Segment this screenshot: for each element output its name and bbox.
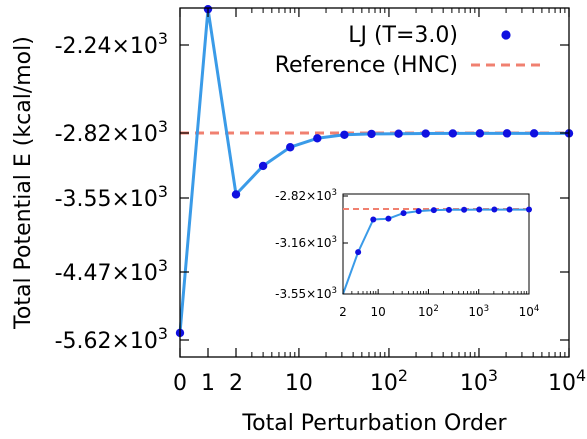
inset-data-point [476, 206, 483, 213]
inset-data-point [415, 208, 422, 215]
y-tick-label: -4.47×103 [55, 256, 168, 286]
data-point [502, 129, 512, 138]
y-tick-label: -5.62×103 [55, 324, 168, 354]
x-tick-label: 104 [548, 366, 586, 396]
inset-data-point [370, 216, 377, 223]
y-tick-label: -2.24×103 [55, 29, 168, 59]
inset-data-point [491, 206, 498, 213]
inset-data-point [400, 210, 407, 217]
inset-y-tick-label: -2.82×103 [275, 188, 337, 203]
y-tick-label: -3.55×103 [55, 182, 168, 212]
data-point [394, 129, 403, 138]
x-axis-title: Total Perturbation Order [241, 411, 507, 436]
inset-data-point [445, 206, 452, 213]
plot-frame [179, 7, 570, 358]
data-point [367, 129, 376, 139]
y-axis-title: Total Potential E (kcal/mol) [11, 36, 36, 330]
inset-plot: 2 10 102 103 104 -2.82×103 -3.16×103 -3.55×103 [275, 188, 539, 319]
data-point [313, 134, 322, 143]
inset-data-point [461, 206, 468, 213]
legend-label-lj: LJ (T=3.0) [348, 23, 458, 48]
x-tick-label: 0 [173, 371, 187, 396]
inset-x-tick-label: 102 [418, 304, 439, 319]
data-point [340, 130, 349, 139]
x-tick-label: 103 [460, 366, 498, 396]
data-point [258, 161, 268, 171]
data-point [231, 190, 241, 199]
data-point [475, 129, 485, 138]
inset-y-tick-label: -3.55×103 [275, 286, 337, 301]
data-point [529, 129, 539, 138]
x-tick-label: 10 [285, 371, 313, 396]
inset-x-tick-label: 10 [371, 305, 386, 319]
inset-data-point [355, 249, 362, 256]
inset-y-tick-label: -3.16×103 [275, 235, 337, 250]
data-point [448, 129, 458, 138]
legend-label-reference: Reference (HNC) [275, 53, 458, 78]
inset-x-tick-label: 2 [339, 305, 347, 319]
inset-data-point [526, 206, 532, 213]
x-tick-label: 1 [201, 371, 215, 396]
inset-data-point [385, 215, 392, 222]
x-tick-label: 2 [229, 371, 243, 396]
data-point [286, 143, 295, 152]
y-tick-label: -2.82×103 [55, 117, 168, 147]
data-point [421, 129, 430, 138]
inset-x-tick-label: 104 [519, 304, 540, 319]
inset-x-tick-label: 103 [468, 304, 489, 319]
legend-marker-lj [501, 30, 511, 40]
x-tick-label: 102 [370, 366, 408, 396]
inset-data-point [506, 206, 513, 213]
inset-data-point [430, 207, 437, 214]
legend: LJ (T=3.0) Reference (HNC) [275, 23, 541, 78]
